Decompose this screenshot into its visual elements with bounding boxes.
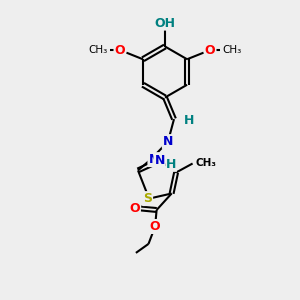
Text: CH₃: CH₃ xyxy=(88,45,107,55)
Text: S: S xyxy=(143,192,152,205)
Text: N: N xyxy=(148,153,159,166)
Text: N: N xyxy=(154,154,165,167)
Text: O: O xyxy=(150,220,160,233)
Text: CH₃: CH₃ xyxy=(195,158,216,168)
Text: O: O xyxy=(205,44,215,57)
Text: O: O xyxy=(115,44,125,57)
Text: H: H xyxy=(166,158,177,172)
Text: N: N xyxy=(163,135,173,148)
Text: O: O xyxy=(129,202,140,215)
Text: CH₃: CH₃ xyxy=(223,45,242,55)
Text: H: H xyxy=(184,114,194,127)
Text: OH: OH xyxy=(154,16,176,30)
